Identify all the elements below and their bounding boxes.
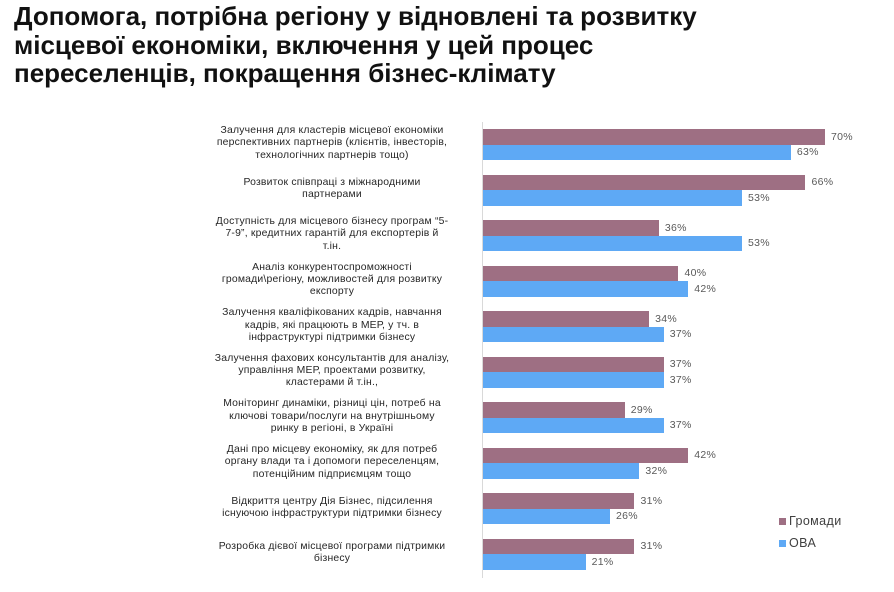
value-label-gromady: 36% [664,221,687,234]
category-label-line: Розробка дієвої місцевої програми підтри… [218,541,446,553]
value-label-gromady: 37% [669,358,692,371]
chart-title: Допомога, потрібна регіону у відновлені … [14,2,894,88]
bar-gromady [483,174,806,191]
value-label-ova: 37% [669,419,692,432]
category-label-line: Залучення кваліфікованих кадрів, навчанн… [222,307,442,319]
category-label-line: існуючою інфраструктури підтримки бізнес… [222,507,442,519]
bar-ova [483,281,689,297]
title-line-1: Допомога, потрібна регіону у відновлені … [14,1,697,31]
value-label-gromady: 31% [640,540,663,553]
category-label: Розвиток співпраці з міжнародними партнер… [182,177,482,202]
category-label: Залучення кваліфікованих кадрів, навчанн… [182,307,482,344]
value-label-gromady: 34% [655,312,678,325]
category-label-line: Моніторинг динаміки, різниці цін, потреб… [223,398,441,410]
category-label-line: потенційним підприємцям тощо [252,468,412,480]
category-label-line: експорту [309,286,355,298]
legend-item-gromady: Громади [779,510,842,532]
category-label-line: бізнесу [313,553,351,565]
category-label-line: управління МЕР, проектами розвитку, [238,365,426,377]
category-label-line: Дані про місцеву економіку, як для потре… [226,443,438,455]
bar-ova [483,190,742,206]
value-label-ova: 21% [591,555,614,568]
category-label-line: кластерами й т.ін., [285,377,379,389]
category-label-line: ринку в регіоні, в Україні [270,423,394,434]
category-label-line: 7-9”, кредитних гарантій для експортерів… [225,228,439,240]
category-label-line: перспективних партнерів (клієнтів, інвес… [216,137,448,149]
value-label-ova: 26% [616,510,638,523]
category-label-line: ключові товари/послуги на внутрішньому [229,410,435,422]
value-label-ova: 53% [747,237,770,250]
legend-swatch-ova [779,539,786,547]
category-label: Аналіз конкурентоспроможності громади\рег… [182,262,482,299]
category-label-line: Відкриття центру Дія Бізнес, підсилення [231,495,433,507]
category-label: Розробка дієвої місцевої програми підтри… [182,541,482,566]
bar-gromady [483,538,635,555]
category-label-line: технологічних партнерів тощо) [255,149,409,161]
value-label-ova: 32% [645,464,668,477]
bar-ova [483,508,611,525]
legend-label: Громади [789,514,842,528]
bar-gromady [483,265,679,282]
bar-gromady [483,311,650,327]
category-label-line: Залучення фахових консультантів для анал… [214,352,450,364]
value-label-gromady: 42% [694,449,717,462]
category-label-line: партнерами [302,189,362,201]
category-label: Дані про місцеву економіку, як для потре… [182,444,482,481]
category-label-line: Залучення для кластерів місцевої економі… [220,124,444,136]
value-label-gromady: 40% [684,267,707,280]
category-label: Моніторинг динаміки, різниці цін, потреб… [182,398,482,435]
bar-gromady [483,447,689,464]
value-label-ova: 53% [747,191,770,204]
value-label-gromady: 70% [831,130,853,143]
value-label-gromady: 66% [811,176,834,189]
bar-gromady [483,402,625,418]
bar-ova [483,417,664,434]
value-label-gromady: 29% [630,403,653,416]
value-label-ova: 63% [796,146,819,158]
category-label: Залучення для кластерів місцевої економі… [182,125,482,162]
value-label-ova: 42% [694,282,717,295]
category-label: Залучення фахових консультантів для анал… [182,353,482,390]
category-label-line: органу влади та і допомоги переселенцям, [224,456,440,468]
legend: Громади ОВА [779,510,842,554]
bar-gromady [483,493,635,509]
bar-ova [483,372,664,388]
category-label-line: т.ін. [322,240,342,252]
legend-label: ОВА [789,536,817,550]
title-line-3: переселенців, покращення бізнес-клімату [14,58,556,88]
bar-gromady [483,356,664,373]
category-label: Доступність для місцевого бізнесу програ… [182,216,482,253]
title-line-2: місцевої економіки, включення у цей проц… [14,29,594,60]
bar-ova [483,235,742,252]
category-label-line: Аналіз конкурентоспроможності [252,261,412,273]
category-axis [482,122,483,578]
legend-item-ova: ОВА [779,532,842,554]
bar-ova [483,463,640,479]
bar-gromady [483,220,659,236]
category-label-line: громади\регіону, можливостей для розвитк… [221,273,443,285]
category-label-line: інфраструктурі підтримки бізнесу [248,331,416,343]
bar-ova [483,144,791,160]
legend-swatch-gromady [779,517,786,525]
bar-ova [483,554,586,570]
category-label-line: Розвиток співпраці з міжнародними [243,176,421,188]
bar-ova [483,326,664,343]
bar-gromady [483,129,826,145]
category-label-line: кадрів, які працюють в МЕР, у тч. в [244,319,420,331]
value-label-gromady: 31% [640,494,663,507]
category-label-line: Доступність для місцевого бізнесу програ… [215,216,449,227]
value-label-ova: 37% [669,373,692,386]
value-label-ova: 37% [669,328,692,341]
category-label: Відкриття центру Дія Бізнес, підсилення і… [182,496,482,521]
